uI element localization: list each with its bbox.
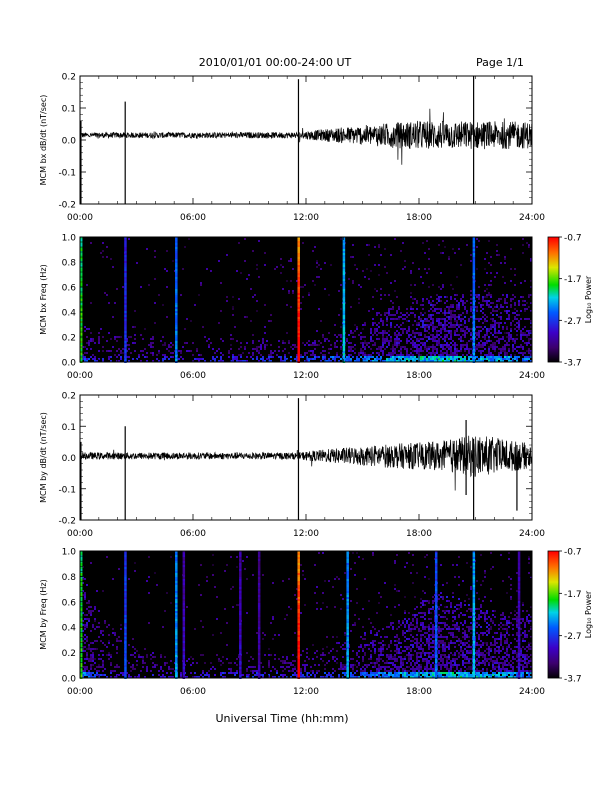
by-dbdt-xtick-3: 18:00 [406, 529, 432, 539]
bx-dbdt-panel: 00:00 06:00 12:00 18:00 24:00 -0.2 -0.1 0.0 0.1 0… [39, 73, 545, 224]
bx-dbdt-ytick-1: -0.1 [58, 169, 76, 179]
by-spectrogram-ytick-3: 0.6 [62, 598, 77, 608]
by-dbdt-ylabel: MCM by dB/dt (nT/sec) [39, 412, 48, 503]
bx-dbdt-xtick-1: 06:00 [180, 213, 206, 223]
bx-spectrogram-xtick-0: 00:00 [67, 371, 93, 381]
by-spectrogram-stripe-5 [257, 551, 261, 679]
by-dbdt-ytick-0: -0.2 [58, 517, 76, 527]
by-spectrogram-stripe-7 [346, 551, 349, 679]
x-axis-title: Universal Time (hh:mm) [216, 712, 349, 725]
bx-dbdt-xtick-3: 18:00 [406, 213, 432, 223]
bx-spectrogram-stripe-1 [124, 237, 127, 363]
by-spectrogram-xtick-2: 12:00 [293, 687, 319, 697]
by-spectrogram-stripe-10 [517, 551, 521, 679]
by-dbdt-ytick-2: 0.0 [62, 454, 77, 464]
bx-spectrogram-colorbar-frame [547, 236, 560, 363]
bx-spectrogram-ytick-0: 0.0 [62, 359, 77, 369]
by-spectrogram-ytick-4: 0.8 [62, 573, 77, 583]
bx-spectrogram-ylabel: MCM bx Freq (Hz) [39, 264, 48, 334]
by-spectrogram-ylabel: MCM by Freq (Hz) [39, 579, 48, 649]
by-spectrogram-colorbar-label: Log₁₀ Power [584, 590, 593, 638]
by-spectrogram-ytick-2: 0.4 [62, 624, 77, 634]
bx-dbdt-xtick-2: 12:00 [293, 213, 319, 223]
by-spectrogram-colorbar-tick-0: -0.7 [564, 548, 582, 558]
by-spectrogram-ytick-1: 0.2 [62, 649, 76, 659]
by-dbdt-xtick-4: 24:00 [519, 529, 545, 539]
by-spectrogram-xtick-0: 00:00 [67, 687, 93, 697]
by-spectrogram-xtick-4: 24:00 [519, 687, 545, 697]
bx-spectrogram-xtick-4: 24:00 [519, 371, 545, 381]
bx-dbdt-ylabel: MCM bx dB/dt (nT/sec) [39, 95, 48, 186]
bx-dbdt-xtick-4: 24:00 [519, 213, 545, 223]
bx-spectrogram-ytick-1: 0.2 [62, 334, 76, 344]
bx-dbdt-ytick-4: 0.2 [62, 73, 76, 83]
by-spectrogram-xtick-3: 18:00 [406, 687, 432, 697]
by-spectrogram-stripe-9 [472, 551, 476, 679]
by-dbdt-ytick-1: -0.1 [58, 485, 76, 495]
by-spectrogram-stripe-1 [124, 551, 127, 679]
by-dbdt-ytick-3: 0.1 [62, 423, 76, 433]
by-dbdt-panel: 00:00 06:00 12:00 18:00 24:00 -0.2 -0.1 0.0 0.1 0… [39, 392, 545, 540]
by-spectrogram-panel: -0.7 -1.7 -2.7 -3.7 Log₁₀ Power 00:00 06:00 12:… [39, 548, 593, 698]
by-spectrogram-colorbar-tick-3: -3.7 [564, 675, 582, 685]
by-spectrogram-colorbar-tick-1: -1.7 [564, 590, 582, 600]
bx-spectrogram-stripe-5 [472, 237, 476, 363]
by-spectrogram-ytick-5: 1.0 [62, 548, 77, 558]
by-spectrogram-stripe-4 [239, 551, 242, 679]
figure-title: 2010/01/01 00:00-24:00 UT [199, 56, 352, 69]
bx-spectrogram-ytick-4: 0.8 [62, 259, 77, 269]
bx-spectrogram-colorbar-tick-1: -1.7 [564, 275, 582, 285]
by-spectrogram-colorbar: -0.7 -1.7 -2.7 -3.7 Log₁₀ Power [547, 548, 593, 685]
by-dbdt-series [79, 435, 533, 491]
bx-spectrogram-stripe-2 [175, 237, 178, 363]
by-spectrogram-xtick-1: 06:00 [180, 687, 206, 697]
bx-spectrogram-ytick-5: 1.0 [62, 234, 77, 244]
by-dbdt-xtick-0: 00:00 [67, 529, 93, 539]
bx-spectrogram-colorbar-tick-2: -2.7 [564, 317, 582, 327]
bx-spectrogram-stripe-3 [297, 237, 300, 363]
bx-dbdt-series [79, 108, 533, 165]
by-spectrogram-stripe-3 [182, 551, 186, 679]
by-dbdt-ytick-4: 0.2 [62, 392, 76, 402]
bx-dbdt-ytick-3: 0.1 [62, 105, 76, 115]
by-dbdt-xtick-2: 12:00 [293, 529, 319, 539]
bx-dbdt-xtick-0: 00:00 [67, 213, 93, 223]
bx-dbdt-ytick-0: -0.2 [58, 201, 76, 211]
by-spectrogram-stripe-8 [434, 551, 438, 679]
by-dbdt-xtick-1: 06:00 [180, 529, 206, 539]
page-indicator: Page 1/1 [476, 56, 524, 69]
by-spectrogram-colorbar-frame [547, 550, 560, 679]
bx-spectrogram-colorbar-tick-0: -0.7 [564, 234, 582, 244]
bx-spectrogram-stripe-4 [342, 237, 346, 363]
bx-spectrogram-colorbar: -0.7 -1.7 -2.7 -3.7 Log₁₀ Power [547, 234, 593, 369]
by-spectrogram-colorbar-tick-2: -2.7 [564, 632, 582, 642]
bx-spectrogram-ytick-3: 0.6 [62, 284, 77, 294]
bx-spectrogram-panel: -0.7 -1.7 -2.7 -3.7 Log₁₀ Power 00:00 06:00 12:… [39, 234, 593, 382]
panels: 00:00 06:00 12:00 18:00 24:00 -0.2 -0.1 0.0 0.1 0… [39, 73, 593, 698]
bx-spectrogram-xtick-2: 12:00 [293, 371, 319, 381]
bx-spectrogram-ytick-2: 0.4 [62, 309, 77, 319]
bx-spectrogram-xtick-3: 18:00 [406, 371, 432, 381]
by-spectrogram-stripe-6 [297, 551, 300, 679]
bx-spectrogram-colorbar-label: Log₁₀ Power [584, 275, 593, 323]
bx-spectrogram-colorbar-tick-3: -3.7 [564, 359, 582, 369]
by-spectrogram-stripe-2 [175, 551, 178, 679]
bx-spectrogram-xtick-1: 06:00 [180, 371, 206, 381]
bx-dbdt-ytick-2: 0.0 [62, 137, 77, 147]
by-spectrogram-ytick-0: 0.0 [62, 675, 77, 685]
